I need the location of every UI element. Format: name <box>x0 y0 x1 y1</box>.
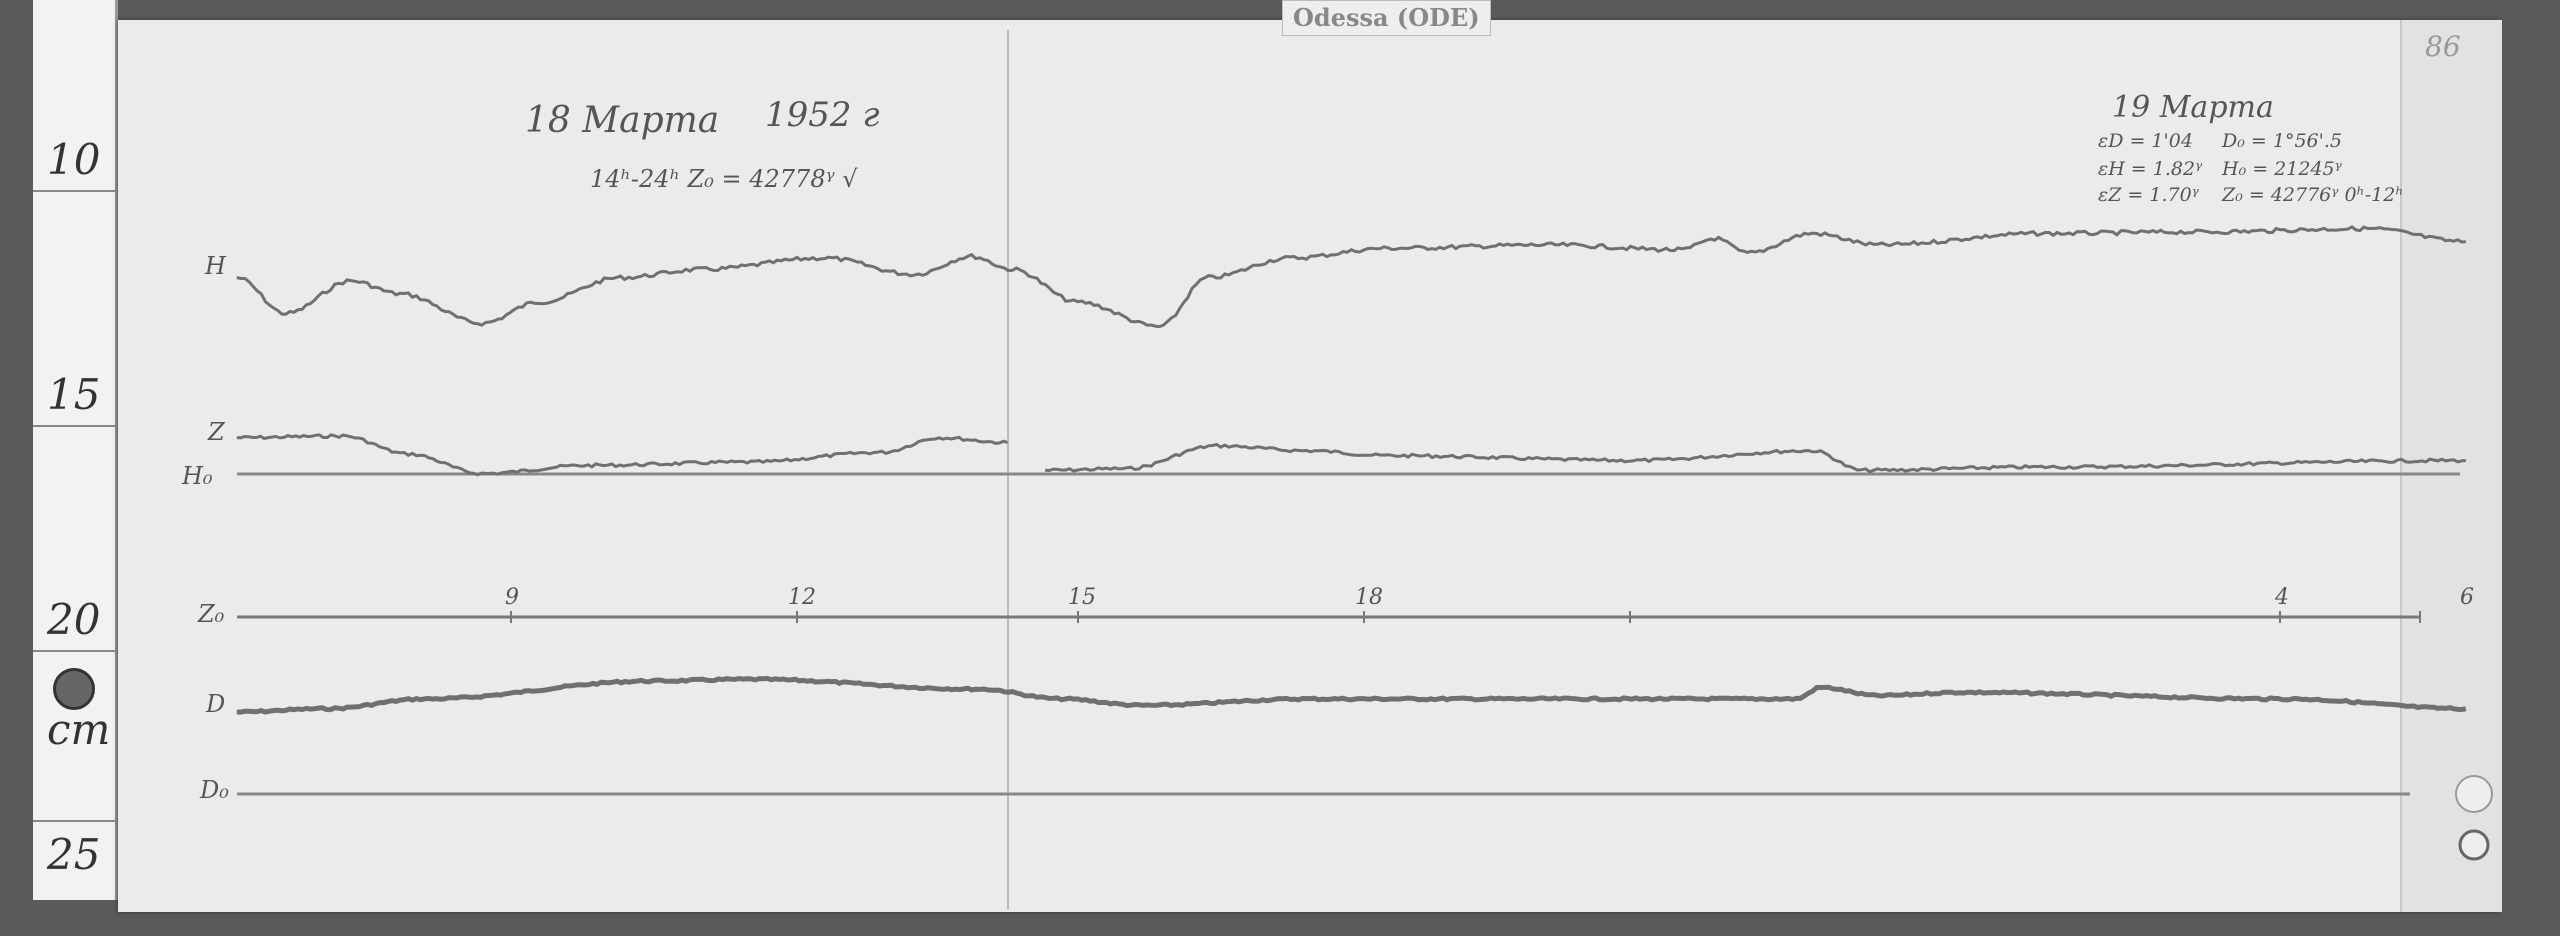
time-tick-label: 9 <box>505 585 519 610</box>
label-Z: Z <box>208 418 225 446</box>
date-right: 19 Марта <box>2112 90 2274 125</box>
sheet-edge-strip <box>2400 20 2502 912</box>
Z-trace-day1 <box>236 433 1009 477</box>
H-trace <box>236 225 2466 329</box>
ruler-tick <box>33 425 115 427</box>
base-D0: D₀ = 1°56'.5 <box>2222 130 2342 152</box>
ruler-tick <box>33 650 115 652</box>
time-tick-label: 4 <box>2275 585 2289 610</box>
ruler-label: 10 <box>47 135 101 184</box>
label-D: D <box>206 690 226 718</box>
year: 1952 г <box>765 95 880 135</box>
label-H0: H₀ <box>182 462 213 490</box>
punch-hole <box>2455 775 2493 813</box>
D-trace <box>236 675 2467 715</box>
time-tick-label: 6 <box>2460 585 2474 610</box>
logo-seal-icon <box>53 668 95 710</box>
time-tick-label: 12 <box>788 585 816 610</box>
scale-eZ: εZ = 1.70ᵞ <box>2098 184 2199 206</box>
scale-eD: εD = 1'04 <box>2098 130 2193 152</box>
z0-note-left: 14ʰ-24ʰ Z₀ = 42778ᵞ √ <box>590 165 858 193</box>
base-H0: H₀ = 21245ᵞ <box>2222 158 2342 180</box>
label-H: H <box>205 252 226 280</box>
label-D0: D₀ <box>200 776 229 804</box>
punch-hole <box>2458 829 2490 861</box>
date-left: 18 Марта <box>525 100 720 141</box>
ruler-label: cm <box>47 705 111 754</box>
ruler-tick <box>33 820 115 822</box>
page-number: 86 <box>2425 30 2461 63</box>
label-Z0: Z₀ <box>198 600 225 628</box>
ruler-label: 25 <box>47 830 101 879</box>
station-label: Odessa (ODE) <box>1282 0 1491 36</box>
ruler-label: 20 <box>47 595 101 644</box>
Z-trace-day2 <box>1045 442 2466 474</box>
ruler-label: 15 <box>47 370 101 419</box>
time-tick-label: 15 <box>1068 585 1096 610</box>
ruler-tick <box>33 190 115 192</box>
time-tick-label: 18 <box>1355 585 1383 610</box>
base-Z0: Z₀ = 42776ᵞ 0ʰ-12ʰ <box>2222 184 2404 206</box>
cm-ruler: 10 15 20 cm 25 <box>33 0 118 900</box>
scale-eH: εH = 1.82ᵞ <box>2098 158 2203 180</box>
